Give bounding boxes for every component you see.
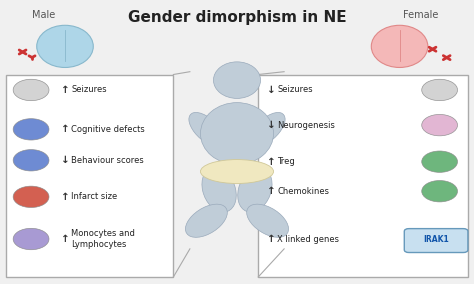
Ellipse shape (185, 204, 228, 237)
Text: Seizures: Seizures (277, 85, 313, 95)
Circle shape (422, 79, 457, 101)
Text: Female: Female (403, 10, 438, 20)
Ellipse shape (189, 112, 224, 146)
Ellipse shape (238, 168, 272, 212)
Ellipse shape (371, 25, 428, 68)
Text: ↑: ↑ (61, 85, 69, 95)
Text: Seizures: Seizures (71, 85, 107, 95)
Text: ↓: ↓ (266, 85, 275, 95)
Text: Cognitive defects: Cognitive defects (71, 125, 145, 134)
Text: ↑: ↑ (266, 234, 275, 244)
Ellipse shape (213, 62, 261, 99)
Text: ↑: ↑ (266, 157, 275, 167)
Circle shape (422, 151, 457, 172)
Text: Monocytes and
Lymphocytes: Monocytes and Lymphocytes (71, 229, 135, 249)
Circle shape (13, 186, 49, 208)
Text: ↑: ↑ (61, 124, 69, 134)
Text: Chemokines: Chemokines (277, 187, 329, 196)
FancyBboxPatch shape (6, 74, 173, 277)
Text: Male: Male (32, 10, 55, 20)
FancyBboxPatch shape (404, 229, 468, 252)
Ellipse shape (36, 25, 93, 68)
Text: Behaviour scores: Behaviour scores (71, 156, 144, 165)
Text: ↑: ↑ (61, 192, 69, 202)
FancyBboxPatch shape (258, 74, 468, 277)
Ellipse shape (246, 204, 289, 237)
Text: ↓: ↓ (266, 120, 275, 130)
Circle shape (13, 119, 49, 140)
Text: IRAK1: IRAK1 (423, 235, 449, 243)
Text: Treg: Treg (277, 157, 295, 166)
Text: ↑: ↑ (266, 186, 275, 196)
Text: Neurogenesis: Neurogenesis (277, 121, 335, 130)
Circle shape (13, 79, 49, 101)
Text: ↑: ↑ (61, 234, 69, 244)
Text: Gender dimorphism in NE: Gender dimorphism in NE (128, 10, 346, 25)
Circle shape (13, 150, 49, 171)
Text: X linked genes: X linked genes (277, 235, 339, 243)
Circle shape (13, 228, 49, 250)
Circle shape (422, 114, 457, 136)
Ellipse shape (250, 112, 285, 146)
Text: ↓: ↓ (61, 155, 69, 165)
Ellipse shape (202, 168, 236, 212)
Ellipse shape (201, 103, 273, 164)
Ellipse shape (201, 160, 273, 183)
Circle shape (422, 181, 457, 202)
Text: Infarct size: Infarct size (71, 192, 118, 201)
